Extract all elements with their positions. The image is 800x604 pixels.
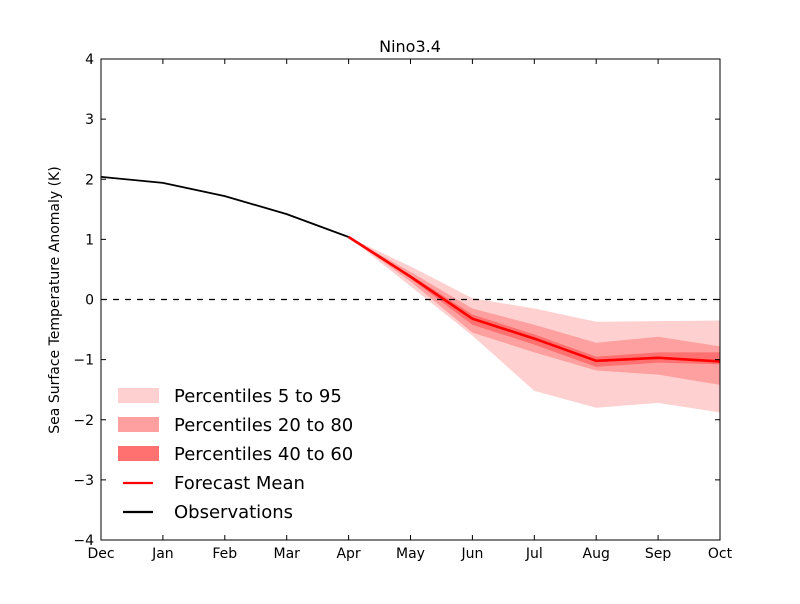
legend-label: Percentiles 20 to 80 [174,415,353,436]
legend-label: Forecast Mean [174,473,305,494]
observations-line [100,175,349,238]
y-tick-label: 3 [85,112,94,128]
y-tick-label: 0 [85,293,94,309]
y-tick-label: 1 [85,232,94,248]
y-ticks: 4 3 2 1 0 −1 −2 −3 −4 [73,52,720,549]
x-ticks: Dec Jan Feb Mar Apr May Jun Jul Aug Sep Oct [87,59,733,562]
x-tick-label: Mar [273,546,300,562]
forecast-mean-line [347,235,721,363]
legend-label: Percentiles 40 to 60 [174,444,353,465]
chart-title: Nino3.4 [379,37,441,56]
x-tick-label: Jul [525,546,543,562]
band-20-80 [348,236,720,385]
legend-label: Observations [174,502,293,523]
series-lines [100,175,721,363]
y-tick-label: −2 [73,413,94,429]
x-tick-label: Oct [708,546,733,562]
legend-item: Percentiles 40 to 60 [118,444,353,465]
plot-frame [100,58,721,541]
legend-swatch [118,388,159,403]
y-axis-label: Sea Surface Temperature Anomaly (K) [47,166,63,433]
percentile-bands [348,236,720,413]
legend-item: Observations [123,502,293,523]
legend-item: Percentiles 5 to 95 [118,386,342,407]
x-tick-label: May [396,546,425,562]
x-tick-label: Sep [645,546,672,562]
legend-swatch [118,417,159,432]
legend-label: Percentiles 5 to 95 [174,386,342,407]
legend: Percentiles 5 to 95 Percentiles 20 to 80 P… [118,386,353,523]
legend-swatch [118,446,159,461]
x-tick-label: Feb [212,546,237,562]
y-tick-label: −4 [73,533,94,549]
y-tick-label: −3 [73,473,94,489]
x-tick-label: Apr [336,546,360,562]
x-tick-label: Aug [583,546,610,562]
x-tick-label: Dec [87,546,114,562]
legend-item: Forecast Mean [123,473,305,494]
x-tick-label: Jun [460,546,483,562]
legend-item: Percentiles 20 to 80 [118,415,353,436]
y-tick-label: 2 [85,172,94,188]
y-tick-label: −1 [73,353,94,369]
y-tick-label: 4 [85,52,94,68]
x-tick-label: Jan [151,546,174,562]
band-40-60 [348,236,720,367]
